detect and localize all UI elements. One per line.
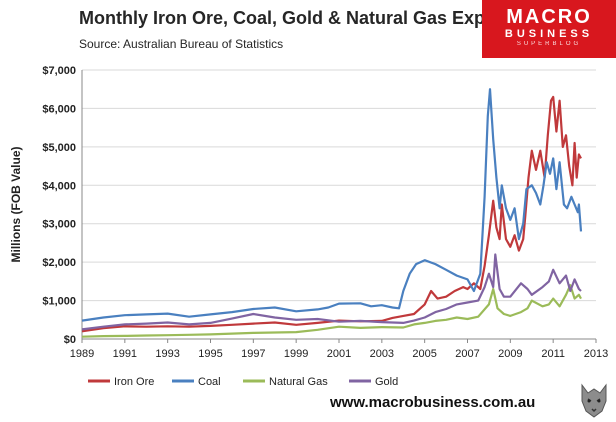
x-tick-label: 2003 <box>370 348 394 360</box>
x-tick-label: 2001 <box>327 348 351 360</box>
logo-line-3: SUPERBLOG <box>516 41 582 47</box>
y-tick-label: $1,000 <box>42 296 76 308</box>
y-tick-label: $4,000 <box>42 180 76 192</box>
x-tick-label: 1995 <box>198 348 222 360</box>
y-axis-label: Millions (FOB Value) <box>9 146 23 262</box>
x-tick-label: 2011 <box>541 348 565 360</box>
legend-label: Gold <box>375 376 398 388</box>
macro-business-logo: MACRO BUSINESS SUPERBLOG <box>482 0 616 58</box>
y-tick-label: $7,000 <box>42 65 76 77</box>
x-tick-label: 1997 <box>241 348 265 360</box>
legend-label: Iron Ore <box>114 376 154 388</box>
chart-source: Source: Australian Bureau of Statistics <box>79 37 284 51</box>
series-line-iron-ore <box>81 95 582 333</box>
x-tick-label: 2005 <box>412 348 436 360</box>
legend-label: Natural Gas <box>269 376 328 388</box>
y-tick-label: $3,000 <box>42 219 76 231</box>
x-tick-label: 2009 <box>498 348 522 360</box>
series-line-coal <box>81 88 583 322</box>
x-tick-label: 2013 <box>584 348 608 360</box>
legend-label: Coal <box>198 376 221 388</box>
logo-line-2: BUSINESS <box>504 28 594 40</box>
wolf-logo-icon <box>576 381 612 419</box>
series-line-natural-gas <box>81 284 582 338</box>
series-line-gold <box>81 253 582 331</box>
chart-title: Monthly Iron Ore, Coal, Gold & Natural G… <box>79 8 520 28</box>
x-tick-label: 1991 <box>113 348 137 360</box>
website-url: www.macrobusiness.com.au <box>330 394 536 411</box>
x-tick-label: 1999 <box>284 348 308 360</box>
x-tick-label: 1993 <box>155 348 179 360</box>
y-tick-label: $0 <box>64 334 76 346</box>
logo-line-1: MACRO <box>506 6 592 28</box>
y-tick-label: $6,000 <box>42 103 76 115</box>
y-tick-label: $5,000 <box>42 142 76 154</box>
y-tick-label: $2,000 <box>42 257 76 269</box>
x-tick-label: 2007 <box>455 348 479 360</box>
x-tick-label: 1989 <box>70 348 94 360</box>
